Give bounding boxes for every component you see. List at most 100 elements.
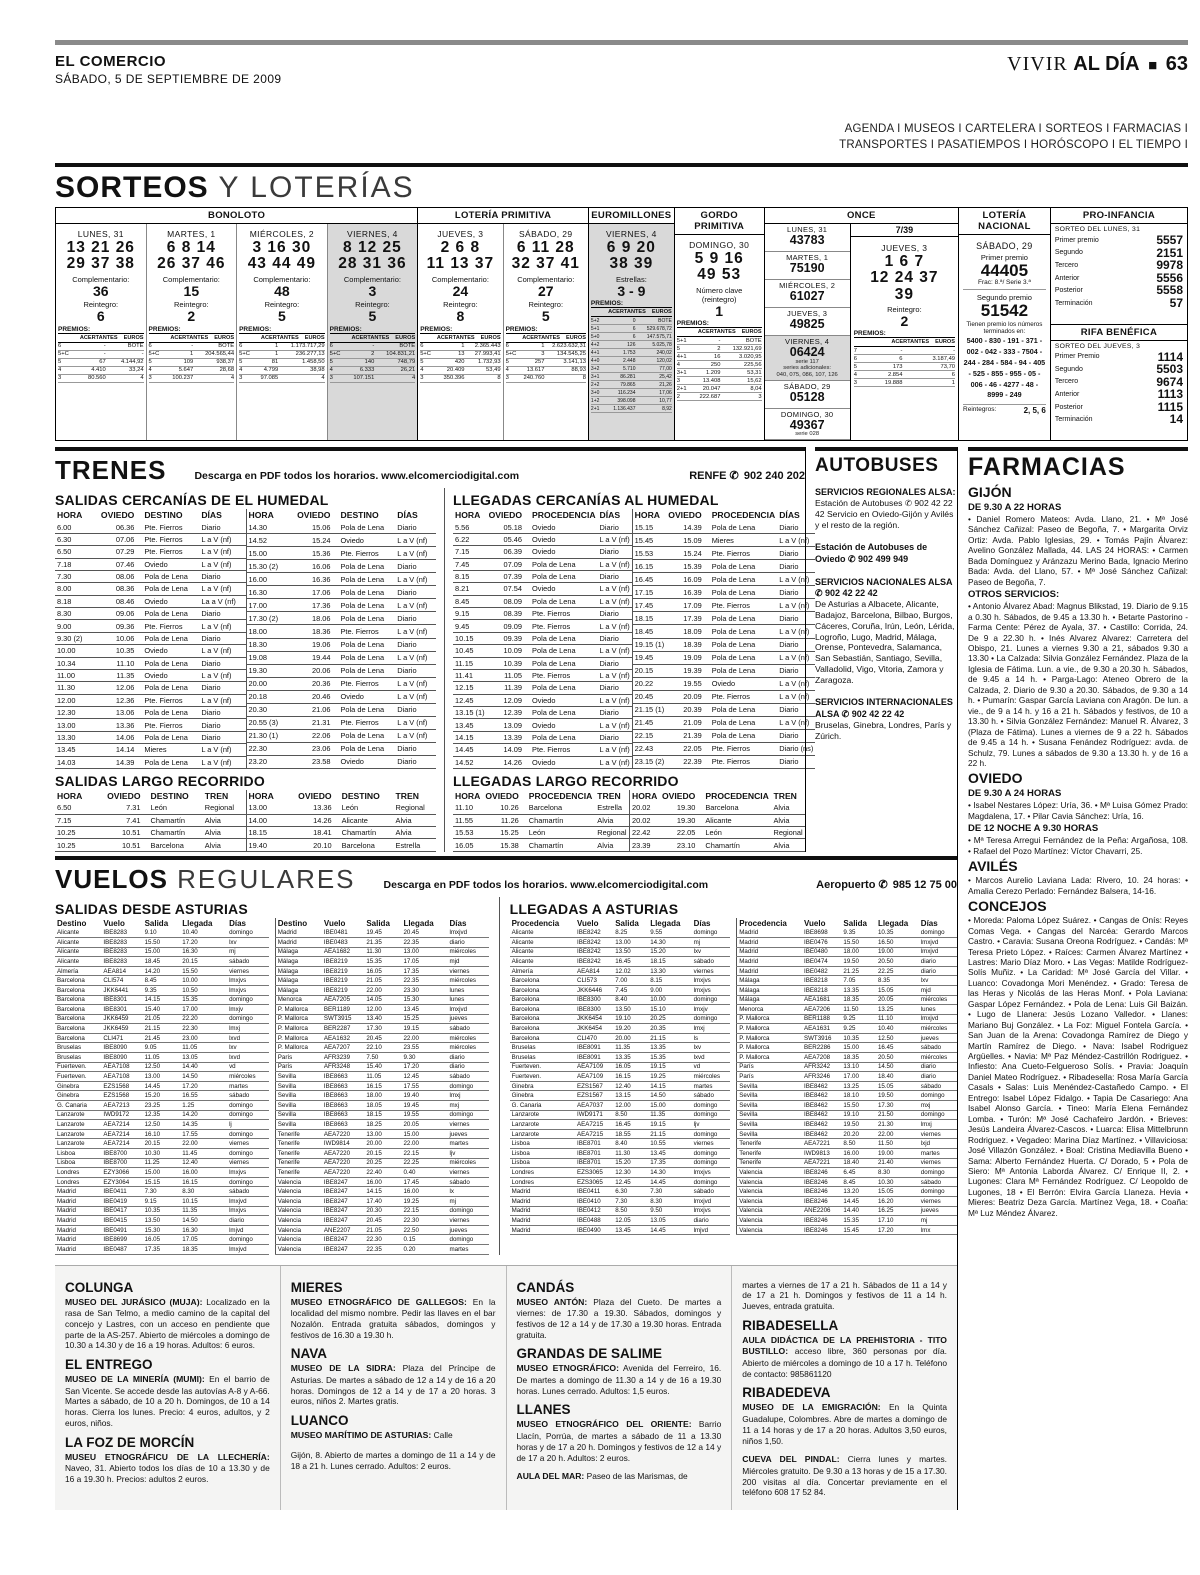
cell: Alvia — [202, 814, 246, 828]
cell: 11.05 — [486, 669, 531, 683]
cell: 11.15 — [453, 657, 487, 670]
cell: 15.00 — [142, 947, 181, 958]
cell: Estrella — [393, 838, 436, 852]
cell: 15.39 — [666, 559, 710, 574]
cell: 6.30 — [55, 533, 91, 547]
cell: 22.43 — [632, 742, 667, 756]
cell: martes — [447, 1244, 489, 1255]
cell: AEA7220 — [321, 1158, 365, 1169]
cell: Alvia — [771, 838, 805, 852]
salidas-largo-right-table: HORA OVIEDO DESTINO TREN 13.00 13.36 León Regio… — [245, 789, 436, 852]
cell: 15.15 — [632, 521, 667, 535]
cell: AEA814 — [574, 966, 614, 977]
cell: 21.45 — [632, 716, 667, 730]
cell: Pola de Lena — [142, 706, 200, 720]
primitiva-jueves: JUEVES, 3 2 6 8 11 13 37 Complementario:… — [418, 224, 504, 440]
cell: 20.45 — [632, 690, 667, 704]
table-row: Tenerife AEA7221 18.40 21.40 viernes — [736, 1158, 957, 1169]
cell: Diario — [395, 638, 436, 652]
table-row: 14.00 14.26 Alicante Alvia — [246, 814, 436, 828]
table-row: 16.15 15.39 Pola de Lena Diario — [632, 559, 816, 574]
cell: 5.025,78 — [635, 340, 672, 350]
cell: EZS3065 — [574, 1177, 614, 1188]
table-row: Alicante IBE8283 15.00 16.30 mj — [55, 947, 269, 958]
cell: Ginebra — [509, 1081, 575, 1092]
cell: Pola de Lena — [338, 703, 396, 717]
table-row: 6- BOTE — [148, 342, 235, 351]
cell: L a V (nf) — [199, 545, 246, 559]
cell: Diario — [597, 545, 632, 559]
cell: IBE8700 — [101, 1148, 143, 1159]
cell: Pola de Lena — [338, 521, 396, 535]
cell: 22.25 — [401, 1158, 448, 1169]
winning-numbers: 6 8 14 — [166, 239, 216, 256]
cell: 73,70 — [902, 362, 956, 372]
cell: lmxjvd — [918, 1014, 957, 1025]
cell: domingo — [227, 1234, 269, 1245]
table-row: Tercero 9978 — [1051, 259, 1187, 272]
cell: 16.05 — [142, 1234, 181, 1245]
reintegro-number: 6 — [96, 308, 105, 325]
cell: TREN — [395, 791, 419, 802]
cell: Lisboa — [509, 1148, 575, 1159]
cell: 6.50 — [55, 802, 93, 815]
cell: Diario — [395, 742, 436, 756]
cell: L a V (nf) — [199, 533, 246, 547]
cell: 17.05 — [401, 956, 448, 967]
cell: Salida — [843, 918, 867, 928]
cell: 21.15 — [142, 1023, 181, 1034]
servicios-internacionales: SERVICIOS INTERNACIONALES ALSA ✆ 902 42 … — [815, 697, 953, 741]
cell: - — [76, 350, 106, 359]
table-row: 10.25 10.51 Barcelona Alvia — [55, 838, 246, 852]
cell: 22.15 — [401, 1206, 448, 1217]
cell: IBE0487 — [101, 1244, 143, 1255]
cell: Lanzarote — [509, 1119, 575, 1130]
cell: 10.06 — [90, 632, 143, 646]
cell: Pola de Lena — [338, 664, 396, 678]
table-row: 4 2.854 6 — [853, 370, 956, 380]
table-row: 6.30 07.06 Pte. Fierros L a V (nf) — [55, 533, 246, 547]
cell: 11.05 — [142, 1052, 181, 1063]
cell: Pola de Lena — [530, 595, 598, 609]
cell: CLI471 — [101, 1033, 143, 1044]
cell: 20.45 — [401, 928, 448, 938]
cell: 5.56 — [453, 521, 487, 534]
table-row: Valencia IBE8246 14.45 16.20 viernes — [736, 1196, 957, 1207]
cell: Diario — [199, 570, 246, 584]
cell: 12.00 — [613, 1100, 649, 1111]
gordo-header: GORDO PRIMITIVA — [674, 208, 764, 235]
llegadas-largo-right-table: HORA OVIEDO PROCEDENCIA TREN 20.02 19.30 Barce… — [629, 789, 805, 852]
cell: viernes — [227, 1138, 269, 1149]
cell: viernes — [447, 1215, 489, 1226]
table-row: Madrid IBE0474 19.50 20.50 diario — [736, 956, 957, 967]
cell: 20.15 — [180, 956, 228, 967]
cell: martes — [691, 1081, 731, 1092]
cell: 17.35 — [401, 966, 448, 977]
cell: JKK6454 — [574, 1014, 614, 1025]
cell: 7.05 — [841, 975, 876, 986]
table-row: G. Canaria AEA7037 12.00 15.00 domingo — [509, 1100, 731, 1111]
cell: 6.333 — [344, 366, 375, 375]
cell: lmxj — [227, 1023, 269, 1034]
index-line-2: TRANSPORTES I PASATIEMPOS I HORÓSCOPO I … — [839, 138, 1188, 151]
cell: Valencia — [275, 1177, 322, 1188]
table-row: Alicante IBE8242 8.25 9.55 domingo — [509, 928, 731, 938]
winning-numbers: 26 37 46 — [157, 255, 226, 273]
cell: 9.00 — [55, 619, 91, 633]
table-row: Madrid IBE0412 8.50 9.50 lmxjvs — [509, 1206, 731, 1217]
table-row: HORA OVIEDO DESTINO DÍAS — [55, 509, 246, 521]
cell: Madrid — [55, 1186, 102, 1197]
table-row: 16.00 16.36 Pola de Lena L a V (nf) — [246, 572, 436, 587]
cell: 13.45 — [55, 743, 91, 757]
museum-entry-continuation: martes a viernes de 17 a 21 h. Sábados d… — [742, 1279, 947, 1312]
cell: Madrid — [509, 1186, 575, 1197]
cell: IWD9171 — [574, 1110, 614, 1121]
cell: miércoles — [447, 1158, 489, 1169]
cell: 8.30 — [55, 607, 91, 621]
cell: AEA7207 — [321, 1042, 365, 1054]
cell: IBE0483 — [321, 937, 365, 948]
cell: JKK6459 — [101, 1014, 143, 1025]
cell: IBE0488 — [574, 1215, 614, 1226]
cell: Pola de Lena — [709, 703, 778, 717]
cell: lmxjvs — [227, 1206, 269, 1217]
